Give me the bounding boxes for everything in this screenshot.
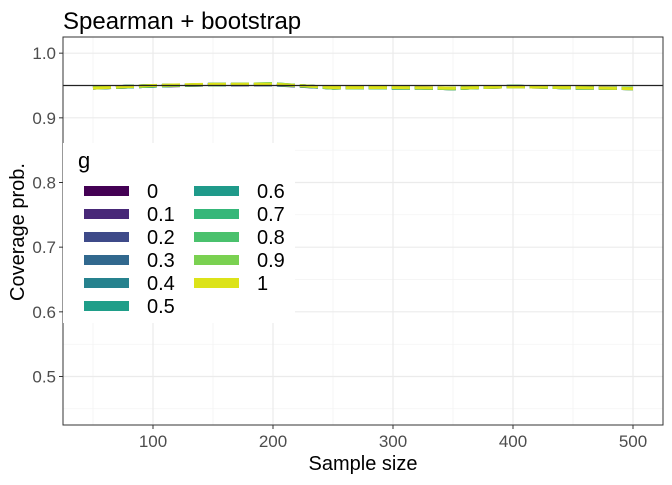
x-tick-label: 200 (259, 432, 287, 451)
legend-label-0.4: 0.4 (147, 273, 175, 295)
legend-title: g (78, 148, 90, 173)
x-tick-label: 100 (139, 432, 167, 451)
series-layer (92, 82, 634, 91)
legend-key-0.1 (84, 209, 129, 219)
y-tick-label: 1.0 (32, 44, 56, 63)
legend-items: 00.10.20.30.40.5 0.60.70.80.91 (84, 181, 285, 318)
legend-key-1 (194, 278, 239, 288)
legend-label-0.8: 0.8 (257, 227, 285, 249)
legend-key-0.5 (84, 301, 129, 311)
chart-title: Spearman + bootstrap (63, 8, 301, 35)
legend-label-0.9: 0.9 (257, 250, 285, 272)
x-axis-ticks: 100 200 300 400 500 (139, 425, 647, 451)
x-tick-label: 400 (499, 432, 527, 451)
y-tick-label: 0.6 (32, 303, 56, 322)
legend-label-1: 1 (257, 273, 268, 295)
legend-key-0.8 (194, 232, 239, 242)
legend-label-0.6: 0.6 (257, 181, 285, 203)
y-axis-label: Coverage prob. (7, 163, 29, 301)
y-tick-label: 0.5 (32, 368, 56, 387)
y-tick-label: 0.8 (32, 174, 56, 193)
legend-key-0 (84, 186, 129, 196)
y-tick-label: 0.9 (32, 109, 56, 128)
legend-label-0.7: 0.7 (257, 204, 285, 226)
legend-label-0: 0 (147, 181, 158, 203)
series-line-1 (92, 82, 634, 91)
legend-key-0.6 (194, 186, 239, 196)
legend-label-0.5: 0.5 (147, 296, 175, 318)
legend-label-0.3: 0.3 (147, 250, 175, 272)
y-axis-ticks: 0.5 0.6 0.7 0.8 0.9 1.0 (32, 44, 63, 387)
legend-key-0.4 (84, 278, 129, 288)
legend-key-0.9 (194, 255, 239, 265)
legend: g 00.10.20.30.40.5 0.60.70.80.91 (63, 143, 295, 323)
legend-key-0.3 (84, 255, 129, 265)
x-tick-label: 300 (379, 432, 407, 451)
x-axis-label: Sample size (309, 453, 418, 475)
y-tick-label: 0.7 (32, 238, 56, 257)
legend-key-0.7 (194, 209, 239, 219)
x-tick-label: 500 (619, 432, 647, 451)
legend-label-0.1: 0.1 (147, 204, 175, 226)
legend-label-0.2: 0.2 (147, 227, 175, 249)
legend-key-0.2 (84, 232, 129, 242)
